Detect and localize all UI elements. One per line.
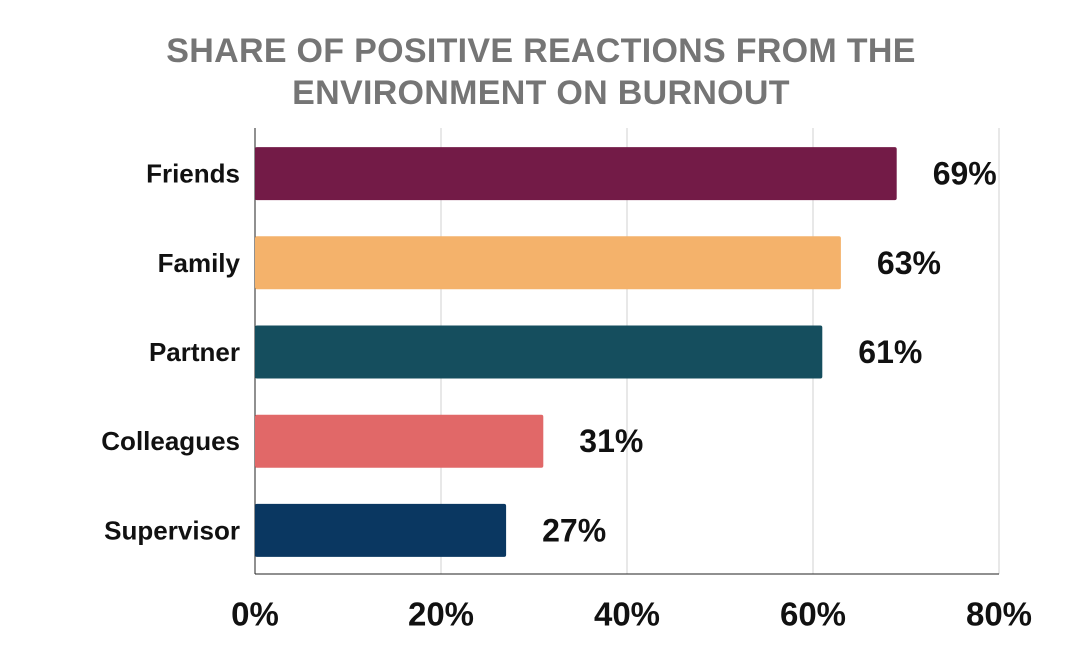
value-label-friends: 69%: [933, 156, 997, 192]
value-label-colleagues: 31%: [579, 423, 643, 459]
x-tick-label-80: 80%: [966, 596, 1032, 633]
bar-family: [255, 236, 841, 290]
category-label-colleagues: Colleagues: [101, 426, 240, 456]
bar-partner: [255, 325, 823, 379]
chart-title: SHARE OF POSITIVE REACTIONS FROM THE ENV…: [0, 30, 1072, 114]
bar-friends: [255, 147, 897, 201]
category-label-family: Family: [158, 248, 241, 278]
category-label-friends: Friends: [146, 159, 240, 189]
category-label-supervisor: Supervisor: [104, 515, 240, 545]
chart-title-line-2: ENVIRONMENT ON BURNOUT: [292, 74, 790, 112]
value-label-supervisor: 27%: [542, 512, 606, 548]
bar-supervisor: [255, 503, 507, 557]
x-tick-label-40: 40%: [594, 596, 660, 633]
x-tick-label-60: 60%: [780, 596, 846, 633]
x-tick-label-20: 20%: [408, 596, 474, 633]
x-tick-label-0: 0%: [231, 596, 279, 633]
chart-title-line-1: SHARE OF POSITIVE REACTIONS FROM THE: [166, 32, 916, 70]
bar-colleagues: [255, 414, 544, 468]
value-label-partner: 61%: [858, 334, 922, 370]
value-label-family: 63%: [877, 245, 941, 281]
category-label-partner: Partner: [149, 337, 240, 367]
